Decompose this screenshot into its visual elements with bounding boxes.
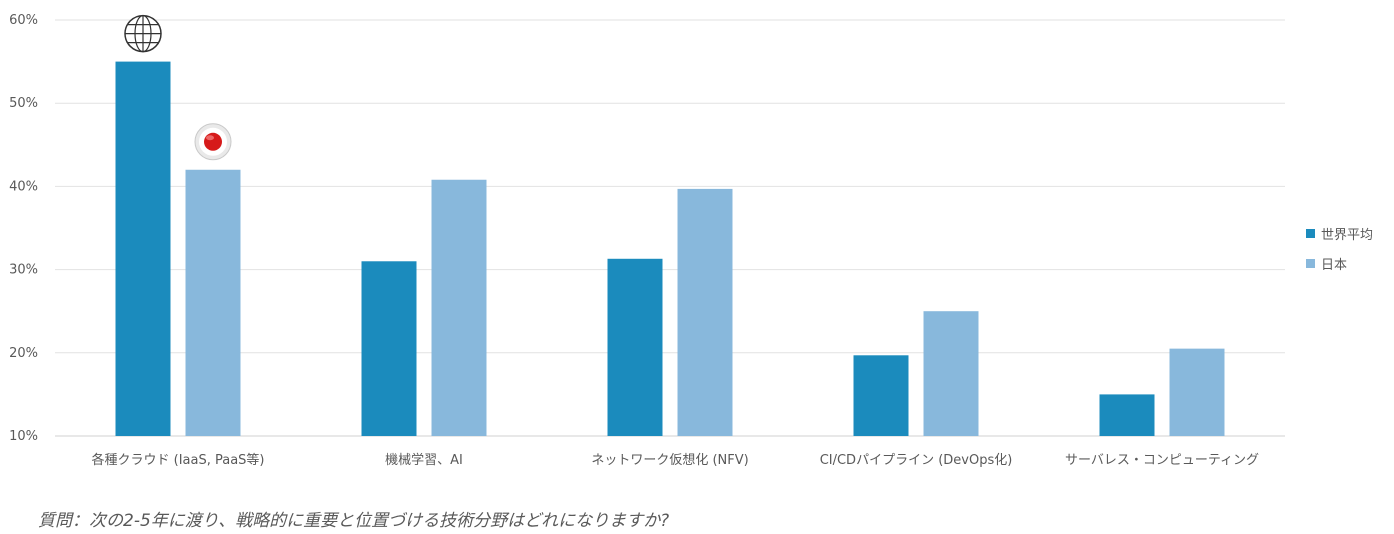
y-tick-label: 20%	[9, 346, 38, 361]
bar-world-average	[361, 261, 417, 436]
bar-japan	[431, 179, 487, 436]
legend: 世界平均 日本	[1306, 218, 1392, 278]
legend-label-japan: 日本	[1321, 257, 1348, 273]
y-axis-ticks: 10% 20% 30% 40% 50% 60%	[9, 13, 38, 444]
category-label: サーバレス・コンピューティング	[1065, 453, 1259, 468]
y-tick-label: 50%	[9, 96, 38, 111]
y-tick-label: 30%	[9, 263, 38, 278]
gridlines	[55, 19, 1285, 437]
y-tick-label: 60%	[9, 13, 38, 28]
y-tick-label: 40%	[9, 179, 38, 194]
bar-japan	[185, 169, 241, 436]
question-caption: 質問：次の2-5年に渡り、戦略的に重要と位置づける技術分野はどれになりますか?	[38, 511, 670, 531]
bar-japan	[1169, 348, 1225, 436]
bar-world-average	[1099, 394, 1155, 436]
category-label: CI/CDパイプライン (DevOps化)	[820, 453, 1013, 468]
bar-world-average	[115, 61, 171, 436]
category-label: 各種クラウド (IaaS, PaaS等)	[92, 452, 265, 468]
bar-world-average	[607, 258, 663, 436]
category-label: ネットワーク仮想化 (NFV)	[591, 452, 748, 468]
legend-item-world-average: 世界平均	[1306, 218, 1392, 248]
bars	[115, 61, 1225, 436]
legend-item-japan: 日本	[1306, 248, 1392, 278]
bar-japan	[677, 188, 733, 436]
markers	[124, 14, 232, 161]
y-tick-label: 10%	[9, 429, 38, 444]
bar-world-average	[853, 355, 909, 436]
globe-icon	[124, 14, 162, 53]
legend-swatch-world-average	[1306, 228, 1315, 238]
x-axis-labels: 各種クラウド (IaaS, PaaS等) 機械学習、AI ネットワーク仮想化 (NF…	[92, 452, 1260, 468]
legend-label-world-average: 世界平均	[1321, 227, 1374, 243]
bar-japan	[923, 311, 979, 436]
category-label: 機械学習、AI	[385, 452, 463, 468]
japan-flag-icon	[194, 123, 232, 161]
legend-swatch-japan	[1306, 258, 1315, 268]
